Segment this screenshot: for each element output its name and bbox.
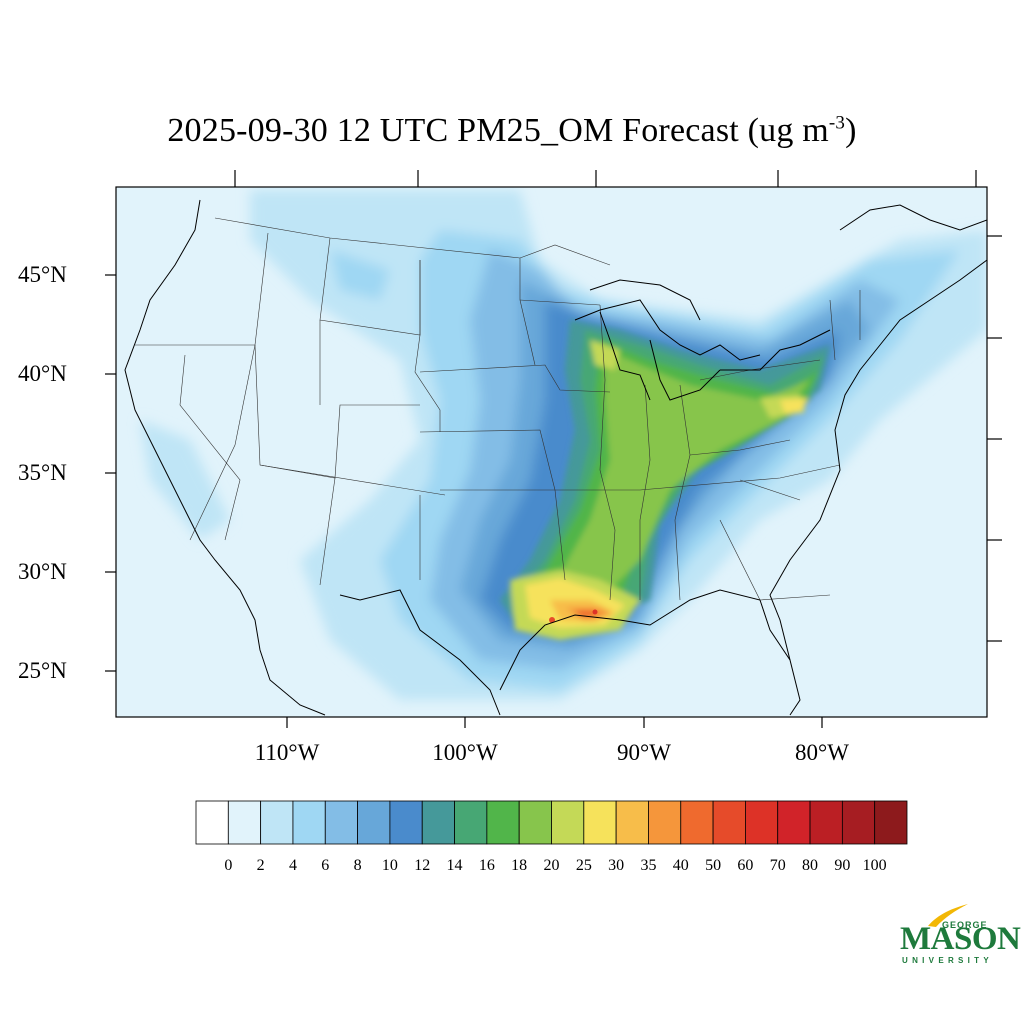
colorbar-label: 50 [705,857,722,874]
coastlines [124,199,987,716]
colorbar-swatch [324,800,358,845]
title-close: ) [845,112,857,149]
concentration-field [116,187,987,717]
state-boundaries [135,217,861,601]
colorbar-label: 8 [353,857,362,874]
tick-marks [105,170,1002,728]
lat-label-35: 35°N [18,460,67,485]
title-unit-exponent: -3 [828,112,846,134]
colorbar-label: 0 [224,857,233,874]
colorbar-label: 35 [640,857,657,874]
colorbar-label: 4 [288,857,297,874]
colorbar-label: 16 [478,857,495,874]
colorbar-swatch [648,800,682,845]
colorbar-label: 14 [446,857,463,874]
colorbar-swatch [809,800,843,845]
colorbar-swatch [454,800,488,845]
colorbar-swatch [227,800,262,845]
colorbar-label: 12 [414,857,431,874]
colorbar-label: 20 [543,857,560,874]
colorbar-label: 90 [834,857,851,874]
colorbar-swatch [389,800,423,845]
colorbar-label: 25 [575,857,592,874]
colorbar-swatch [292,800,326,845]
colorbar-label: 18 [511,857,528,874]
colorbar-swatch [551,800,585,845]
colorbar-label: 2 [256,857,265,874]
colorbar-label: 80 [802,857,819,874]
colorbar-swatch [195,800,229,845]
logo-george: GEORGE [942,920,988,930]
colorbar-label: 6 [321,857,330,874]
colorbar-label: 30 [608,857,625,874]
logo-university: UNIVERSITY [902,956,994,965]
lon-label-90w: 90°W [617,740,671,765]
lat-label-45: 45°N [18,262,67,287]
map-title: 2025-09-30 12 UTC PM25_OM Forecast (ug m… [0,112,1024,150]
colorbar-swatch [712,800,746,845]
colorbar-swatch [777,800,811,845]
colorbar-swatch [260,800,294,845]
lat-label-40: 40°N [18,361,67,386]
lon-label-110w: 110°W [254,740,320,765]
lon-label-80w: 80°W [795,740,849,765]
map-frame [115,186,988,718]
colorbar-label: 70 [769,857,786,874]
colorbar-swatch [583,800,617,845]
colorbar-swatch [357,800,391,845]
lat-label-25: 25°N [18,658,67,683]
title-text: 2025-09-30 12 UTC PM25_OM Forecast (ug m [167,112,829,149]
gmu-logo: GEORGE MASON UNIVERSITY [898,900,1021,970]
colorbar-swatch [486,800,520,845]
colorbar-swatch [615,800,649,845]
colorbar-label: 100 [862,857,887,874]
colorbar [195,800,908,845]
colorbar-swatch [518,800,552,845]
logo-flame-icon [928,904,968,927]
colorbar-label: 10 [381,857,398,874]
colorbar-swatch [421,800,455,845]
lat-label-30: 30°N [18,559,67,584]
colorbar-label: 40 [672,857,689,874]
colorbar-swatch [841,800,876,845]
lon-label-100w: 100°W [432,740,498,765]
colorbar-swatch [874,800,908,845]
colorbar-swatch [745,800,779,845]
logo-mason: MASON [900,921,1021,957]
colorbar-label: 60 [737,857,754,874]
colorbar-swatch [680,800,714,845]
